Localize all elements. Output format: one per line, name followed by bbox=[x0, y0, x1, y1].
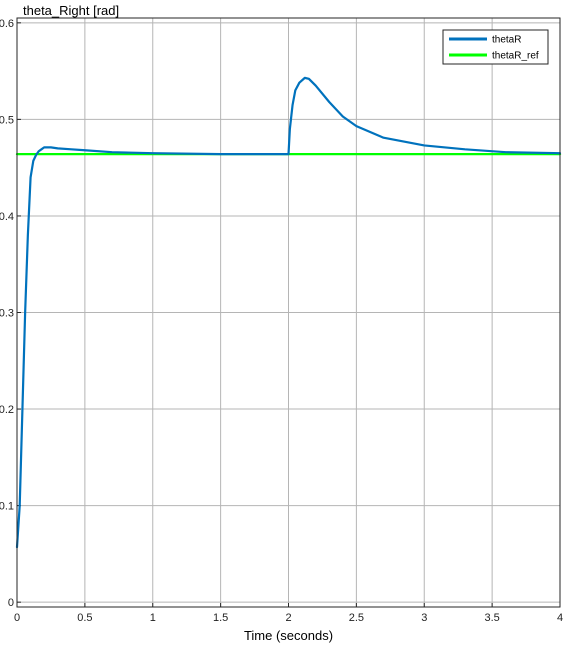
series-line-thetaR bbox=[15, 76, 562, 549]
tick-labels: 0 0.5 1 1.5 2 2.5 3 3.5 4 0 0.1 0.2 0.3 0.4 0.5 0.6 bbox=[0, 18, 563, 624]
legend-label-thetaR-ref: thetaR_ref bbox=[492, 51, 539, 62]
legend-box bbox=[442, 29, 549, 65]
x-tick-label: 2 bbox=[285, 612, 291, 624]
y-tick-label: 0.3 bbox=[0, 308, 14, 320]
y-tick-label: 0 bbox=[8, 597, 14, 609]
y-tick-label: 0.6 bbox=[0, 18, 14, 30]
x-tick-label: 2.5 bbox=[349, 612, 364, 624]
x-tick-label: 3 bbox=[421, 612, 427, 624]
x-tick-label: 1.5 bbox=[213, 612, 228, 624]
series-lines bbox=[15, 76, 562, 549]
chart-title: theta_Right [rad] bbox=[23, 3, 119, 18]
x-tick-label: 0 bbox=[14, 612, 20, 624]
x-tick-label: 1 bbox=[150, 612, 156, 624]
x-tick-label: 0.5 bbox=[77, 612, 92, 624]
plot-frame bbox=[16, 17, 561, 608]
y-tick-label: 0.1 bbox=[0, 501, 14, 513]
legend-label-thetaR: thetaR bbox=[492, 35, 521, 46]
x-tick-label: 3.5 bbox=[484, 612, 499, 624]
legend[interactable]: thetaR thetaR_ref bbox=[442, 29, 549, 65]
y-tick-label: 0.2 bbox=[0, 404, 14, 416]
x-axis-label: Time (seconds) bbox=[244, 628, 333, 643]
y-tick-label: 0.4 bbox=[0, 211, 14, 223]
y-tick-label: 0.5 bbox=[0, 114, 14, 126]
x-tick-label: 4 bbox=[557, 612, 563, 624]
